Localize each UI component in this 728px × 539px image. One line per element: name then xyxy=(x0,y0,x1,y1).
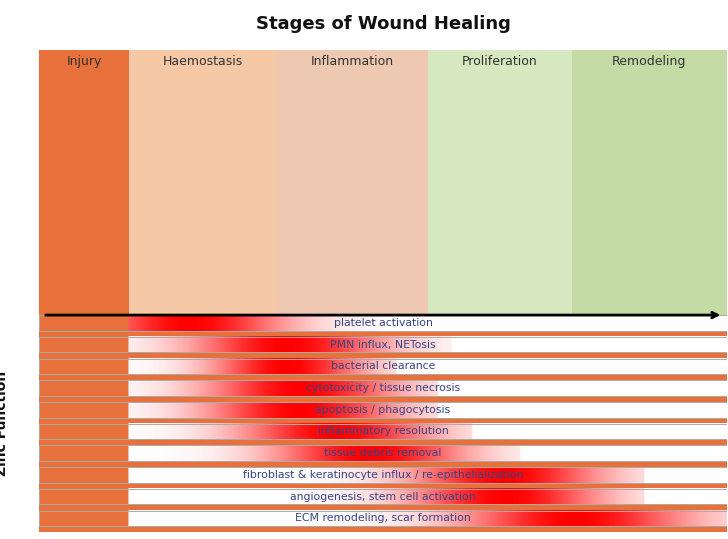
Text: angiogenesis, stem cell activation: angiogenesis, stem cell activation xyxy=(290,492,476,502)
Text: bacterial clearance: bacterial clearance xyxy=(331,361,435,371)
Bar xyxy=(39,396,727,402)
Bar xyxy=(39,315,727,331)
Text: cytotoxicity / tissue necrosis: cytotoxicity / tissue necrosis xyxy=(306,383,460,393)
Bar xyxy=(39,461,727,467)
Text: Injury: Injury xyxy=(66,55,102,68)
Bar xyxy=(39,337,727,353)
Text: ECM remodeling, scar formation: ECM remodeling, scar formation xyxy=(295,513,471,523)
Bar xyxy=(39,445,727,461)
Bar xyxy=(39,483,727,489)
Text: Inflammation: Inflammation xyxy=(311,55,394,68)
Text: Proliferation: Proliferation xyxy=(462,55,538,68)
Text: fibroblast & keratinocyte influx / re-epithelialization: fibroblast & keratinocyte influx / re-ep… xyxy=(243,470,523,480)
Bar xyxy=(39,380,727,396)
Bar xyxy=(277,50,427,315)
Bar xyxy=(39,402,727,418)
Bar xyxy=(39,374,727,380)
Text: apoptosis / phagocytosis: apoptosis / phagocytosis xyxy=(315,405,451,415)
Text: PMN influx, NETosis: PMN influx, NETosis xyxy=(331,340,436,350)
Text: Stages of Wound Healing: Stages of Wound Healing xyxy=(256,15,510,33)
Bar xyxy=(39,353,727,358)
Bar xyxy=(129,50,277,315)
Bar xyxy=(39,526,727,532)
Bar xyxy=(39,331,727,337)
Bar xyxy=(427,50,572,315)
Bar xyxy=(39,418,727,424)
Bar xyxy=(39,467,727,483)
Text: inflammatory resolution: inflammatory resolution xyxy=(317,426,448,437)
Text: platelet activation: platelet activation xyxy=(333,318,432,328)
Bar xyxy=(39,50,129,315)
Text: Remodeling: Remodeling xyxy=(612,55,687,68)
Text: tissue debris removal: tissue debris removal xyxy=(325,448,442,458)
Bar xyxy=(39,358,727,374)
Bar xyxy=(39,510,727,526)
Bar xyxy=(39,489,727,505)
Bar xyxy=(572,50,727,315)
Text: Haemostasis: Haemostasis xyxy=(162,55,242,68)
Bar xyxy=(39,505,727,510)
Text: Zinc Function: Zinc Function xyxy=(0,371,9,476)
Bar xyxy=(39,424,727,439)
Bar xyxy=(39,439,727,445)
